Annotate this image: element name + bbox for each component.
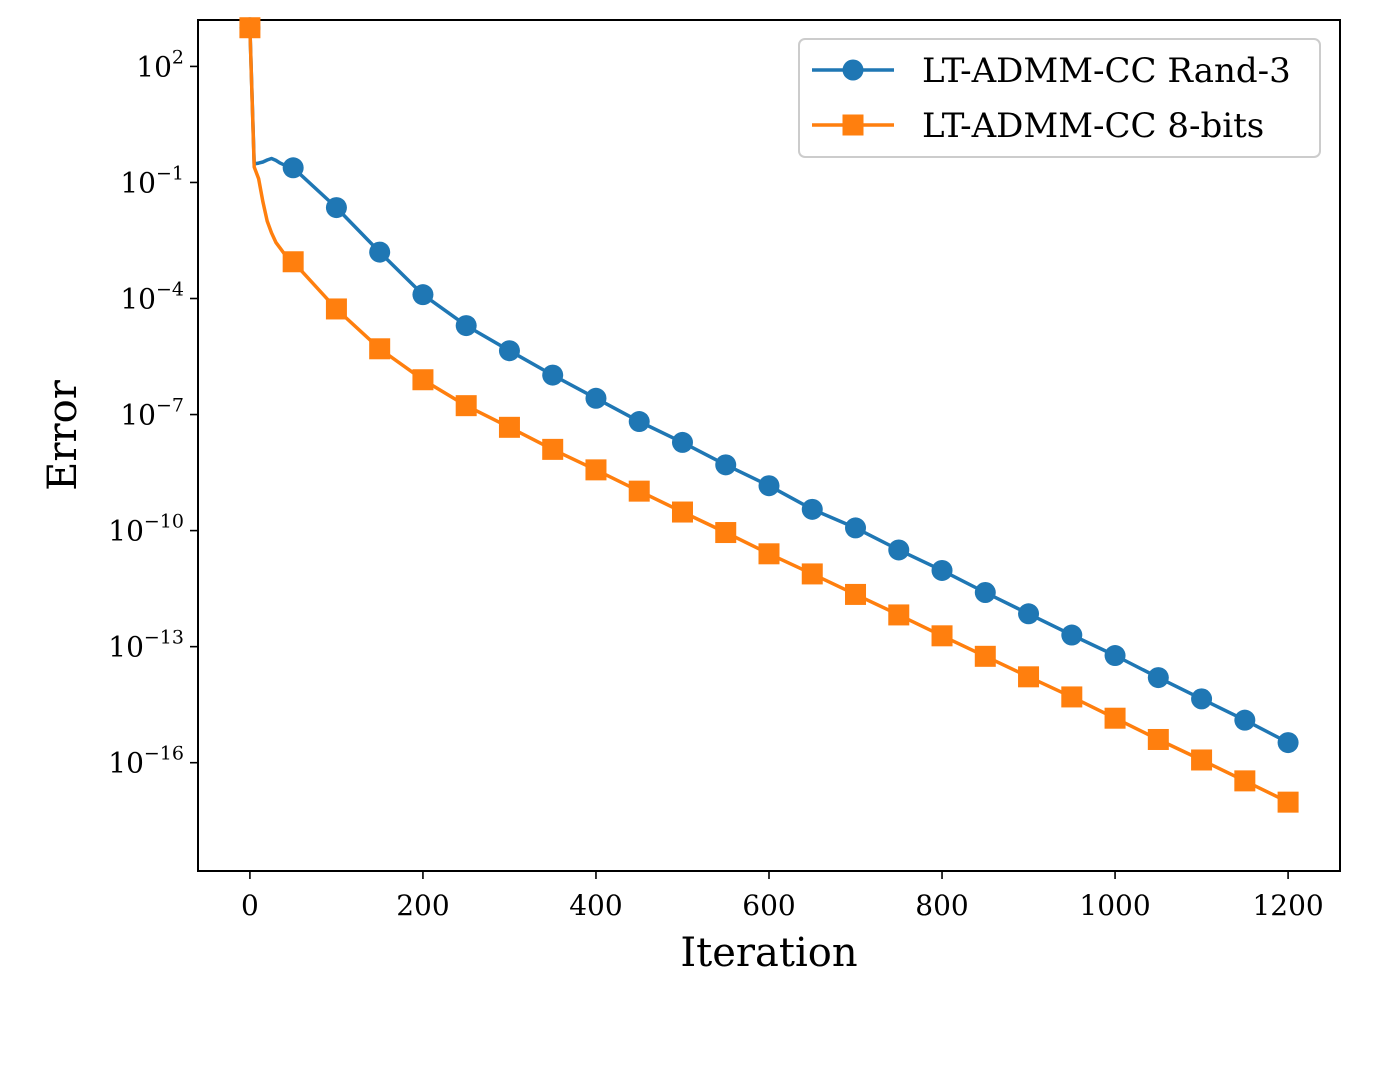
data-point <box>628 480 650 502</box>
data-point <box>888 539 910 561</box>
series-layer <box>239 17 1299 813</box>
data-point <box>931 625 953 647</box>
data-point <box>671 501 693 523</box>
y-tick-label: 10−10 <box>108 511 184 548</box>
data-point <box>1104 707 1126 729</box>
data-point <box>845 517 867 539</box>
legend-label: LT-ADMM-CC Rand-3 <box>922 51 1291 91</box>
x-tick-label: 600 <box>742 889 795 922</box>
data-point <box>1104 645 1126 667</box>
x-axis-label: Iteration <box>680 930 857 976</box>
legend: LT-ADMM-CC Rand-3 LT-ADMM-CC 8-bits <box>798 38 1321 158</box>
y-tick-label: 102 <box>136 46 184 83</box>
data-point <box>282 251 304 273</box>
data-point <box>1277 732 1299 754</box>
x-tick-label: 1200 <box>1252 889 1323 922</box>
data-point <box>369 338 391 360</box>
data-point <box>1277 791 1299 813</box>
data-point <box>1147 667 1169 689</box>
data-point <box>325 197 347 219</box>
data-point <box>888 604 910 626</box>
x-tick-label: 200 <box>396 889 449 922</box>
x-tick-label: 800 <box>915 889 968 922</box>
x-axis: 0 200 400 600 800 1000 1200 <box>241 871 1324 922</box>
legend-marker <box>842 114 864 136</box>
data-point <box>801 563 823 585</box>
data-point <box>412 284 434 306</box>
data-point <box>1234 770 1256 792</box>
y-tick-label: 10−7 <box>120 395 184 432</box>
x-tick-label: 1000 <box>1079 889 1150 922</box>
y-tick-label: 10−13 <box>108 627 184 664</box>
data-point <box>585 459 607 481</box>
data-point <box>671 431 693 453</box>
data-point <box>801 498 823 520</box>
series-line-1 <box>248 27 1289 745</box>
data-point <box>1234 709 1256 731</box>
data-point <box>1018 603 1040 625</box>
data-point <box>1191 749 1213 771</box>
data-point <box>1061 624 1083 646</box>
data-point <box>412 369 434 391</box>
data-point <box>931 559 953 581</box>
data-point <box>715 454 737 476</box>
data-point <box>239 17 261 39</box>
data-point <box>974 581 996 603</box>
data-point <box>758 475 780 497</box>
data-point <box>1147 728 1169 750</box>
data-point <box>498 416 520 438</box>
series-line-2 <box>248 27 1289 804</box>
data-point <box>628 411 650 433</box>
data-point <box>1018 666 1040 688</box>
data-point <box>455 395 477 417</box>
y-tick-label: 10−16 <box>108 743 184 780</box>
data-point <box>455 315 477 337</box>
x-tick-label: 400 <box>569 889 622 922</box>
y-tick-label: 10−1 <box>120 162 184 199</box>
data-point <box>498 340 520 362</box>
x-tick-label: 0 <box>241 889 259 922</box>
data-point <box>715 522 737 544</box>
y-axis-label: Error <box>40 379 86 491</box>
data-point <box>1061 686 1083 708</box>
data-point <box>974 645 996 667</box>
y-tick-label: 10−4 <box>120 279 184 316</box>
data-point <box>282 157 304 179</box>
data-point <box>845 583 867 605</box>
legend-label: LT-ADMM-CC 8-bits <box>922 106 1264 146</box>
data-point <box>369 241 391 263</box>
data-point <box>1191 688 1213 710</box>
data-point <box>585 387 607 409</box>
data-point <box>758 543 780 565</box>
legend-marker <box>842 59 864 81</box>
y-axis: 102 10−1 10−4 10−7 10−10 10−13 10−16 <box>108 46 198 780</box>
data-point <box>542 364 564 386</box>
data-point <box>542 438 564 460</box>
legend-box <box>798 38 1321 158</box>
data-point <box>325 298 347 320</box>
